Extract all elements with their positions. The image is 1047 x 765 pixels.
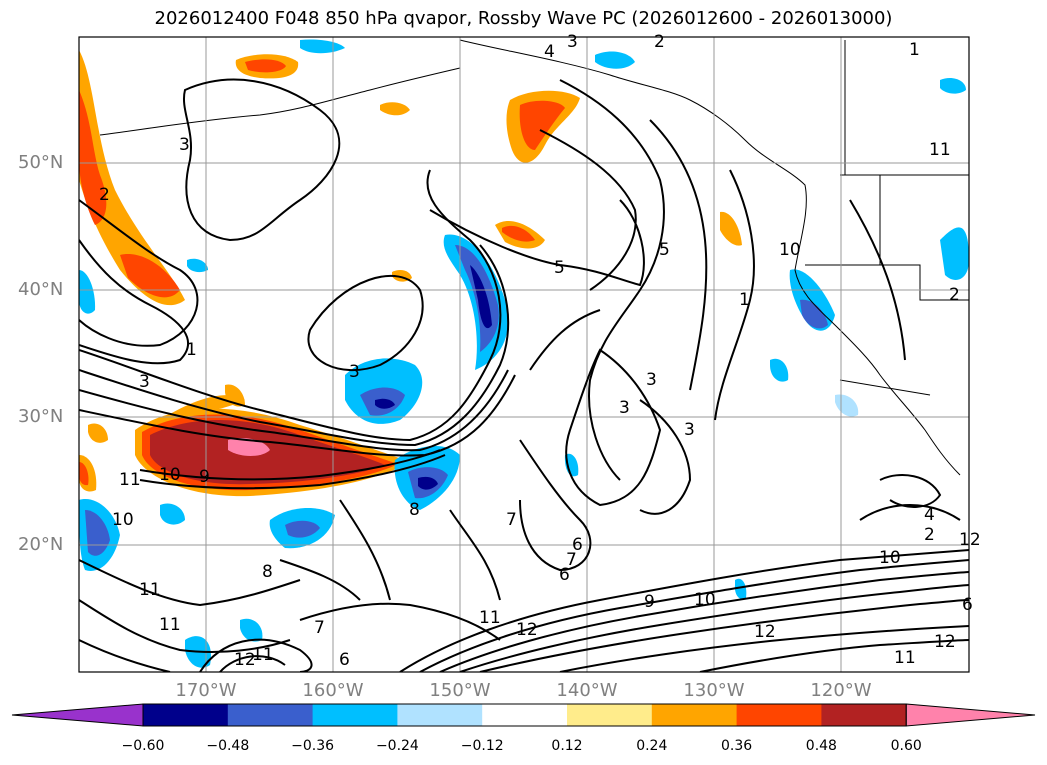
contour-label: 6 xyxy=(962,595,973,615)
colorbar-extend-min xyxy=(11,703,144,727)
contour-label: 12 xyxy=(959,530,981,550)
colorbar-outline xyxy=(142,703,907,727)
contour-label: 3 xyxy=(619,398,630,418)
contour-label: 3 xyxy=(646,370,657,390)
lat-label-40n: 40°N xyxy=(18,279,64,300)
contour-label: 7 xyxy=(566,550,577,570)
contour-label: 8 xyxy=(409,500,420,520)
contour-label: 11 xyxy=(929,140,951,160)
contour-label: 11 xyxy=(119,470,141,490)
contour-label: 8 xyxy=(262,562,273,582)
lon-label-120w: 120°W xyxy=(810,680,872,701)
contour-label: 10 xyxy=(779,240,801,260)
lat-label-50n: 50°N xyxy=(18,152,64,173)
colorbar-segment xyxy=(227,704,314,726)
colorbar-segment xyxy=(821,704,907,726)
contour-label: 2 xyxy=(924,525,935,545)
colorbar-tick-label: 0.24 xyxy=(636,738,668,754)
contour-lines xyxy=(79,78,969,672)
lon-label-150w: 150°W xyxy=(429,680,491,701)
contour-label: 3 xyxy=(139,372,150,392)
contour-label: 11 xyxy=(139,580,161,600)
contour-label: 11 xyxy=(479,608,501,628)
colorbar-segment xyxy=(143,704,229,726)
colorbar-tick-label: −0.60 xyxy=(121,738,165,754)
contour-label: 10 xyxy=(112,510,134,530)
contour-label: 5 xyxy=(659,240,670,260)
colorbar-tick-label: 0.48 xyxy=(805,738,837,754)
lon-label-160w: 160°W xyxy=(302,680,364,701)
contour-label: 10 xyxy=(694,590,716,610)
contour-label: 2 xyxy=(949,285,960,305)
lat-label-20n: 20°N xyxy=(18,534,64,555)
contour-label: 5 xyxy=(554,258,565,278)
colorbar-tick-label: 0.60 xyxy=(890,738,922,754)
contour-label: 7 xyxy=(506,510,517,530)
contour-label: 7 xyxy=(314,618,325,638)
contour-label: 10 xyxy=(879,548,901,568)
contour-label: 4 xyxy=(544,42,555,62)
lon-label-130w: 130°W xyxy=(683,680,745,701)
contour-label: 10 xyxy=(159,465,181,485)
lat-label-30n: 30°N xyxy=(18,406,64,427)
contour-label: 11 xyxy=(159,615,181,635)
lon-label-140w: 140°W xyxy=(556,680,618,701)
contour-label: 4 xyxy=(924,505,935,525)
contour-label: 3 xyxy=(567,32,578,52)
contour-label: 12 xyxy=(754,622,776,642)
contour-label: 3 xyxy=(349,362,360,382)
qvapor-shading xyxy=(79,39,969,668)
contour-label: 1 xyxy=(739,290,750,310)
colorbar-tick-label: 0.12 xyxy=(551,738,583,754)
lon-label-170w: 170°W xyxy=(175,680,237,701)
contour-label: 6 xyxy=(339,650,350,670)
colorbar-segment xyxy=(567,704,653,726)
colorbar-tick-label: −0.24 xyxy=(375,738,419,754)
contour-label: 3 xyxy=(179,135,190,155)
contour-label: 3 xyxy=(684,420,695,440)
colorbar-extend-max xyxy=(905,703,1036,727)
contour-label: 11 xyxy=(252,645,274,665)
colorbar-segment xyxy=(397,704,483,726)
contour-label: 12 xyxy=(934,632,956,652)
contour-label: 9 xyxy=(199,467,210,487)
colorbar-segment xyxy=(736,704,822,726)
colorbar-tick-label: −0.36 xyxy=(291,738,335,754)
coastlines xyxy=(99,39,969,476)
colorbar-tick-label: 0.36 xyxy=(721,738,753,754)
map-title: 2026012400 F048 850 hPa qvapor, Rossby W… xyxy=(154,8,893,29)
colorbar-tick-label: −0.48 xyxy=(206,738,250,754)
contour-label: 9 xyxy=(644,592,655,612)
colorbar-segment xyxy=(651,704,738,726)
contour-label: 6 xyxy=(559,565,570,585)
contour-label: 12 xyxy=(234,650,256,670)
colorbar xyxy=(11,703,1036,727)
colorbar-tick-label: −0.12 xyxy=(460,738,504,754)
contour-label: 1 xyxy=(186,340,197,360)
contour-label: 11 xyxy=(894,648,916,668)
contour-label: 12 xyxy=(516,620,538,640)
contour-label: 6 xyxy=(572,535,583,555)
colorbar-segment xyxy=(482,704,568,726)
contour-label: 2 xyxy=(654,32,665,52)
map-plot xyxy=(78,36,970,673)
contour-label: 2 xyxy=(99,185,110,205)
graticule xyxy=(79,37,969,672)
colorbar-segment xyxy=(312,704,398,726)
contour-label: 1 xyxy=(909,40,920,60)
